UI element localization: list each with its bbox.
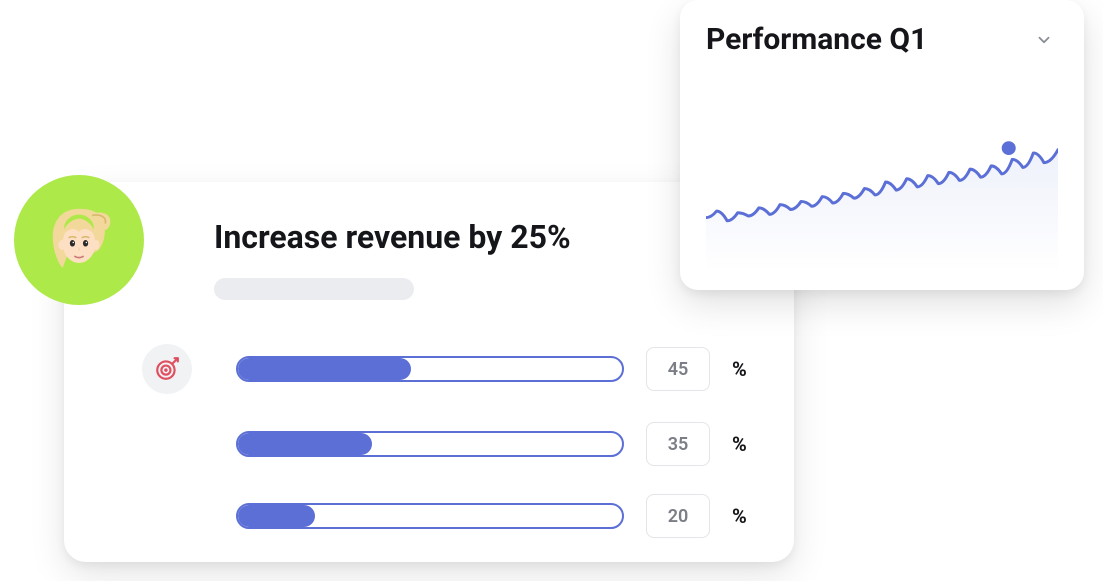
skeleton-line [214, 278, 414, 300]
progress-unit: % [732, 432, 754, 456]
goal-rows: 45 % 35 % 20 % [214, 344, 754, 538]
goal-title: Increase revenue by 25% [214, 218, 754, 256]
progress-bar [236, 356, 624, 382]
progress-value[interactable]: 20 [646, 494, 710, 538]
avatar [14, 175, 144, 305]
target-icon [142, 344, 192, 394]
progress-unit: % [732, 357, 754, 381]
goal-row: 45 % [214, 344, 754, 394]
progress-unit: % [732, 504, 754, 528]
goal-row: 35 % [214, 422, 754, 466]
performance-header: Performance Q1 [706, 22, 1058, 57]
performance-chart [706, 65, 1058, 272]
chevron-down-icon[interactable] [1030, 26, 1058, 54]
progress-bar [236, 503, 624, 529]
progress-value[interactable]: 35 [646, 422, 710, 466]
performance-title: Performance Q1 [706, 22, 927, 57]
performance-card: Performance Q1 [680, 0, 1084, 290]
goal-row: 20 % [214, 494, 754, 538]
progress-bar [236, 431, 624, 457]
progress-value[interactable]: 45 [646, 347, 710, 391]
